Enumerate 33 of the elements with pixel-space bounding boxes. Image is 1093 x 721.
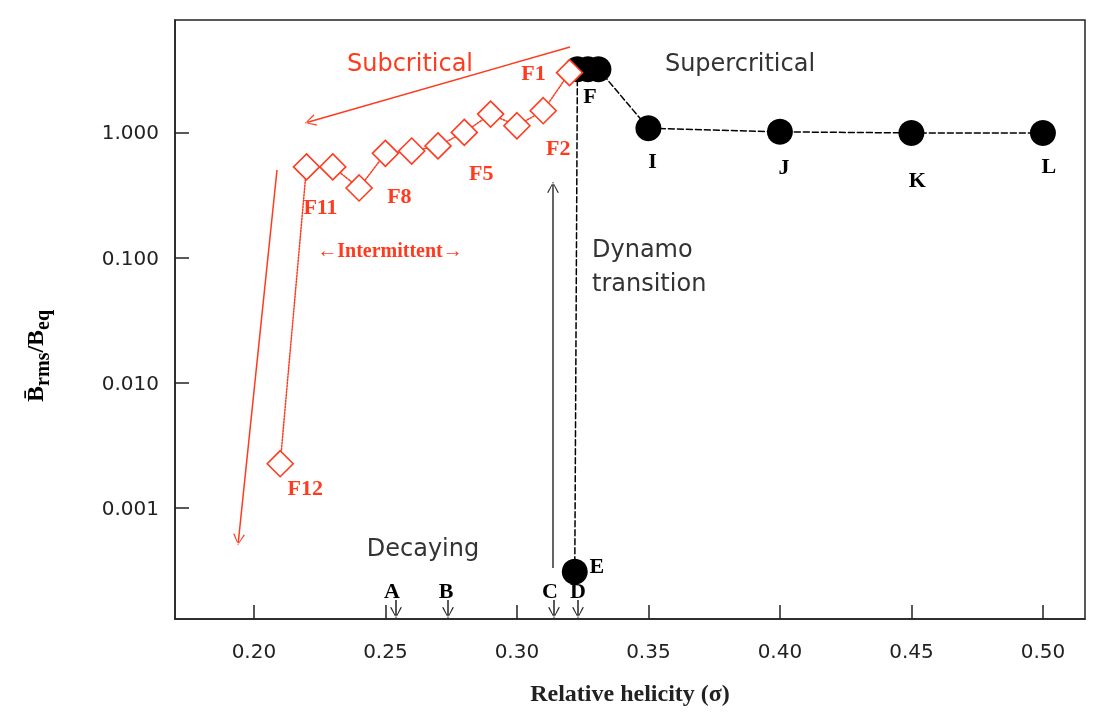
y-tick-label: 0.001 (101, 496, 159, 521)
annotation: ←Intermittent→ (317, 239, 463, 261)
annotation: L (1041, 153, 1057, 179)
x-tick-label: 0.25 (363, 639, 408, 663)
x-tick-label: 0.35 (626, 639, 671, 663)
annotation: Dynamo transition (592, 235, 707, 297)
annotation: Supercritical (664, 49, 816, 77)
annotation: F (583, 82, 597, 108)
annotation: Subcritical (346, 49, 474, 77)
annotation: Decaying (366, 534, 480, 562)
annotation: J (778, 154, 790, 180)
annotation: A (384, 577, 401, 603)
y-tick-label: 0.100 (101, 245, 159, 270)
annotation: F12 (287, 475, 323, 501)
annotation: C (542, 577, 558, 603)
x-axis-title: Relative helicity (σ) (530, 680, 730, 706)
annotation: B (438, 577, 454, 603)
annotation: D (570, 577, 586, 603)
annotation: K (908, 167, 926, 193)
x-tick-label: 0.50 (1020, 639, 1066, 663)
x-tick-label: 0.30 (494, 639, 540, 663)
y-tick-label: 0.010 (101, 370, 159, 395)
y-tick-label: 1.000 (101, 120, 159, 145)
annotation: F2 (545, 135, 571, 161)
annotation: E (589, 553, 605, 579)
x-tick-label: 0.40 (757, 639, 803, 663)
x-tick-label: 0.20 (231, 639, 277, 663)
annotation: I (648, 147, 657, 173)
annotation: F11 (303, 194, 338, 220)
annotation: F1 (521, 60, 546, 86)
x-tick-label: 0.45 (889, 639, 934, 663)
annotation: F5 (469, 159, 494, 185)
annotation: F8 (387, 182, 412, 208)
